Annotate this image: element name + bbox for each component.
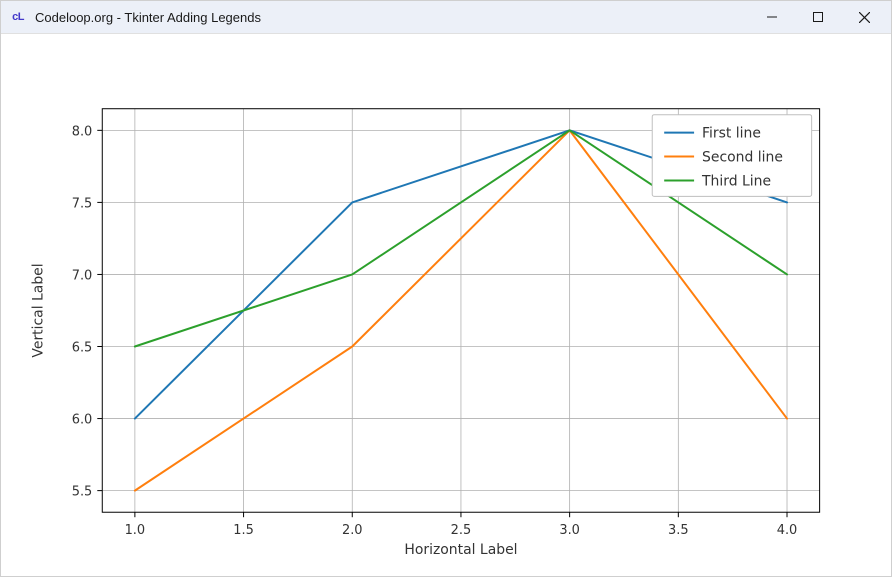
close-icon xyxy=(859,12,870,23)
xtick-label: 2.0 xyxy=(342,523,363,538)
ytick-label: 6.0 xyxy=(72,413,93,428)
xtick-label: 1.0 xyxy=(125,523,146,538)
xtick-label: 3.5 xyxy=(668,523,689,538)
legend: First line Second line Third Line xyxy=(652,115,811,197)
legend-label: Second line xyxy=(702,150,783,166)
plot-area: 1.0 1.5 2.0 2.5 3.0 3.5 4.0 5.5 6.0 6.5 7.0 7.5 8.0 H… xyxy=(1,34,891,576)
line-chart: 1.0 1.5 2.0 2.5 3.0 3.5 4.0 5.5 6.0 6.5 7.0 7.5 8.0 H… xyxy=(1,34,891,576)
ytick-label: 7.5 xyxy=(72,196,93,211)
maximize-button[interactable] xyxy=(795,1,841,33)
xtick-label: 3.0 xyxy=(559,523,580,538)
y-axis-label: Vertical Label xyxy=(30,263,46,357)
maximize-icon xyxy=(813,12,823,22)
xtick-label: 4.0 xyxy=(777,523,798,538)
app-window: cL Codeloop.org - Tkinter Adding Legends… xyxy=(0,0,892,577)
minimize-button[interactable] xyxy=(749,1,795,33)
app-icon-text: cL xyxy=(12,11,24,23)
minimize-icon xyxy=(767,12,777,22)
app-icon: cL xyxy=(9,8,27,26)
legend-label: First line xyxy=(702,126,761,142)
xtick-label: 1.5 xyxy=(233,523,254,538)
ytick-label: 7.0 xyxy=(72,268,93,283)
titlebar[interactable]: cL Codeloop.org - Tkinter Adding Legends xyxy=(1,1,891,34)
x-axis-label: Horizontal Label xyxy=(404,542,517,558)
legend-label: Third Line xyxy=(701,173,771,189)
ytick-label: 6.5 xyxy=(72,340,93,355)
window-title: Codeloop.org - Tkinter Adding Legends xyxy=(35,10,261,25)
close-button[interactable] xyxy=(841,1,887,33)
ytick-label: 5.5 xyxy=(72,485,93,500)
xtick-label: 2.5 xyxy=(451,523,472,538)
ytick-label: 8.0 xyxy=(72,124,93,139)
